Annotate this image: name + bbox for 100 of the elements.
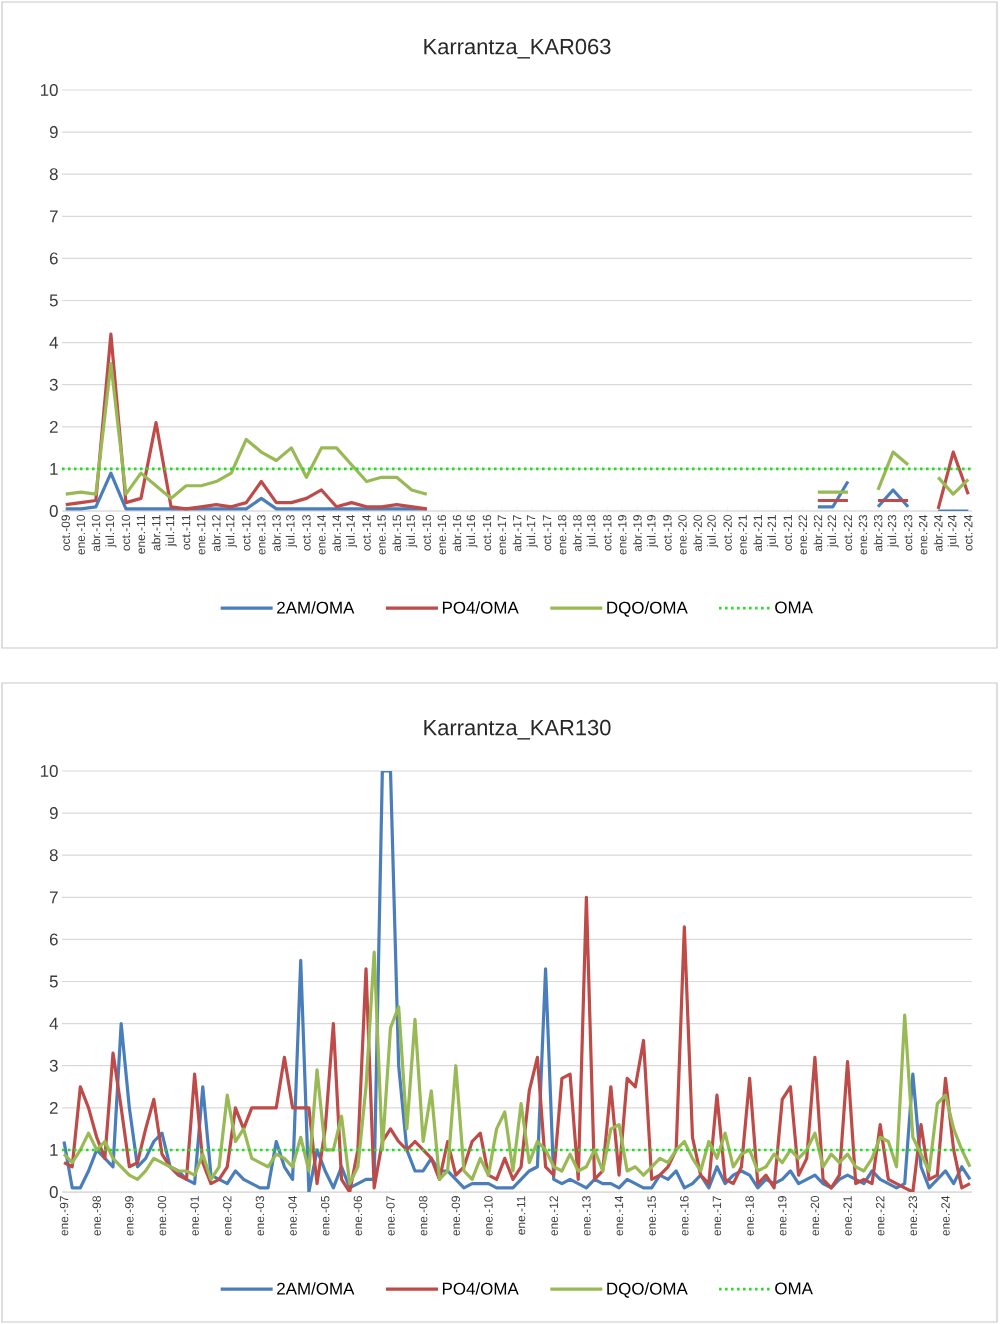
x-tick-label: ene.-16 bbox=[680, 1196, 689, 1236]
chart-title: Karrantza_KAR063 bbox=[424, 38, 611, 59]
x-tick-label: jul.-18 bbox=[586, 515, 598, 548]
x-tick-label: abr.-23 bbox=[873, 515, 883, 552]
x-tick-label: oct.-13 bbox=[302, 515, 311, 551]
x-tick-label: ene.-21 bbox=[843, 1196, 852, 1236]
legend-label: DQO/OMA bbox=[607, 1282, 688, 1298]
x-tick-label: abr.-11 bbox=[151, 515, 161, 551]
x-tick-label: ene.-00 bbox=[157, 1196, 167, 1236]
x-tick-label: jul.-17 bbox=[526, 515, 538, 548]
y-tick-label: 10 bbox=[40, 765, 58, 778]
x-tick-label: jul.-20 bbox=[706, 515, 719, 548]
y-tick-label: 6 bbox=[49, 933, 58, 946]
x-tick-label: ene.-18 bbox=[557, 515, 567, 555]
x-tick-label: ene.-13 bbox=[582, 1196, 591, 1236]
x-tick-label: ene.-13 bbox=[257, 515, 266, 555]
x-tick-label: ene.-98 bbox=[92, 1196, 101, 1236]
x-tick-label: abr.-14 bbox=[332, 514, 341, 552]
x-tick-label: ene.-02 bbox=[223, 1196, 232, 1236]
x-tick-label: ene.-15 bbox=[647, 1196, 656, 1236]
x-tick-label: ene.-06 bbox=[353, 1196, 363, 1236]
x-tick-label: ene.-16 bbox=[437, 515, 447, 555]
x-tick-label: ene.-18 bbox=[745, 1196, 754, 1236]
x-tick-label: ene.-12 bbox=[196, 515, 206, 555]
x-tick-label: ene.-03 bbox=[255, 1196, 265, 1236]
x-tick-label: ene.-07 bbox=[386, 1196, 395, 1236]
y-tick-label: 3 bbox=[49, 378, 58, 391]
y-tick-label: 3 bbox=[49, 1059, 58, 1072]
y-tick-label: 8 bbox=[49, 168, 58, 181]
x-tick-label: abr.-10 bbox=[91, 514, 101, 552]
x-tick-label: abr.-20 bbox=[693, 514, 702, 552]
x-tick-label: ene.-09 bbox=[451, 1196, 461, 1236]
x-tick-label: ene.-19 bbox=[778, 1196, 787, 1236]
x-tick-label: ene.-24 bbox=[941, 1195, 950, 1236]
x-tick-label: abr.-24 bbox=[933, 514, 943, 552]
x-tick-label: ene.-21 bbox=[738, 515, 747, 555]
y-tick-label: 0 bbox=[49, 505, 58, 518]
x-tick-label: abr.-16 bbox=[452, 515, 462, 552]
x-tick-label: jul.-10 bbox=[105, 515, 117, 548]
x-tick-label: ene.-01 bbox=[190, 1196, 199, 1236]
x-tick-label: ene.-15 bbox=[377, 515, 386, 555]
legend-label: 2AM/OMA bbox=[277, 601, 355, 614]
x-tick-label: abr.-15 bbox=[392, 515, 402, 552]
x-tick-label: ene.-22 bbox=[875, 1196, 885, 1236]
x-tick-label: ene.-23 bbox=[908, 1196, 918, 1236]
x-tick-label: oct.-21 bbox=[783, 515, 792, 551]
legend-label: PO4/OMA bbox=[442, 601, 519, 614]
legend-label: DQO/OMA bbox=[607, 601, 688, 617]
x-tick-label: abr.-13 bbox=[271, 515, 281, 552]
x-tick-label: oct.-23 bbox=[903, 515, 913, 551]
y-tick-label: 1 bbox=[50, 1144, 58, 1156]
x-tick-label: ene.-20 bbox=[810, 1196, 820, 1236]
x-tick-label: oct.-09 bbox=[61, 515, 70, 551]
y-tick-label: 4 bbox=[49, 1017, 58, 1030]
x-tick-label: ene.-24 bbox=[918, 514, 928, 555]
x-tick-label: oct.-12 bbox=[242, 515, 251, 551]
x-tick-label: jul.-13 bbox=[285, 515, 297, 548]
x-tick-label: jul.-15 bbox=[406, 515, 418, 548]
y-tick-label: 2 bbox=[49, 420, 58, 433]
x-tick-label: jul.-24 bbox=[947, 514, 959, 548]
x-tick-label: jul.-23 bbox=[887, 515, 899, 548]
x-tick-label: ene.-08 bbox=[418, 1196, 428, 1236]
y-tick-label: 9 bbox=[49, 126, 58, 139]
x-tick-label: ene.-97 bbox=[59, 1196, 69, 1236]
legend-label: OMA bbox=[775, 1282, 813, 1295]
x-tick-label: oct.-19 bbox=[663, 515, 672, 551]
legend-label: OMA bbox=[775, 601, 813, 614]
y-tick-label: 4 bbox=[49, 336, 58, 349]
x-tick-label: oct.-22 bbox=[843, 515, 853, 551]
x-tick-label: jul.-12 bbox=[225, 515, 237, 548]
x-tick-label: jul.-19 bbox=[646, 515, 658, 548]
x-tick-label: abr.-19 bbox=[632, 515, 642, 552]
x-tick-label: jul.-21 bbox=[767, 515, 779, 548]
chart-title: Karrantza_KAR130 bbox=[424, 719, 611, 740]
y-tick-label: 2 bbox=[49, 1101, 58, 1114]
x-tick-label: oct.-18 bbox=[603, 515, 612, 551]
legend-label: PO4/OMA bbox=[442, 1282, 519, 1295]
x-tick-label: ene.-17 bbox=[712, 1196, 722, 1236]
y-tick-label: 6 bbox=[49, 252, 58, 265]
x-tick-label: ene.-22 bbox=[798, 515, 808, 555]
x-tick-label: ene.-05 bbox=[320, 1196, 330, 1236]
x-tick-label: ene.-17 bbox=[497, 515, 507, 555]
x-tick-label: oct.-14 bbox=[362, 514, 371, 551]
x-tick-label: jul.-14 bbox=[345, 514, 358, 548]
x-tick-label: ene.-14 bbox=[317, 514, 326, 555]
x-tick-label: abr.-18 bbox=[572, 515, 582, 552]
x-tick-label: oct.-17 bbox=[542, 515, 552, 551]
x-tick-label: ene.-11 bbox=[136, 515, 146, 554]
x-tick-label: ene.-11 bbox=[516, 1196, 526, 1235]
x-tick-label: jul.-16 bbox=[466, 515, 478, 548]
y-tick-label: 7 bbox=[49, 891, 58, 904]
y-tick-label: 8 bbox=[49, 849, 58, 862]
x-tick-label: ene.-99 bbox=[125, 1196, 134, 1236]
y-tick-label: 5 bbox=[49, 975, 58, 988]
y-tick-label: 0 bbox=[49, 1186, 58, 1199]
x-tick-label: oct.-15 bbox=[422, 515, 431, 551]
x-tick-label: abr.-21 bbox=[753, 515, 763, 552]
x-tick-label: ene.-14 bbox=[614, 1195, 624, 1236]
x-tick-label: oct.-16 bbox=[482, 515, 492, 551]
x-tick-label: oct.-20 bbox=[723, 514, 732, 551]
